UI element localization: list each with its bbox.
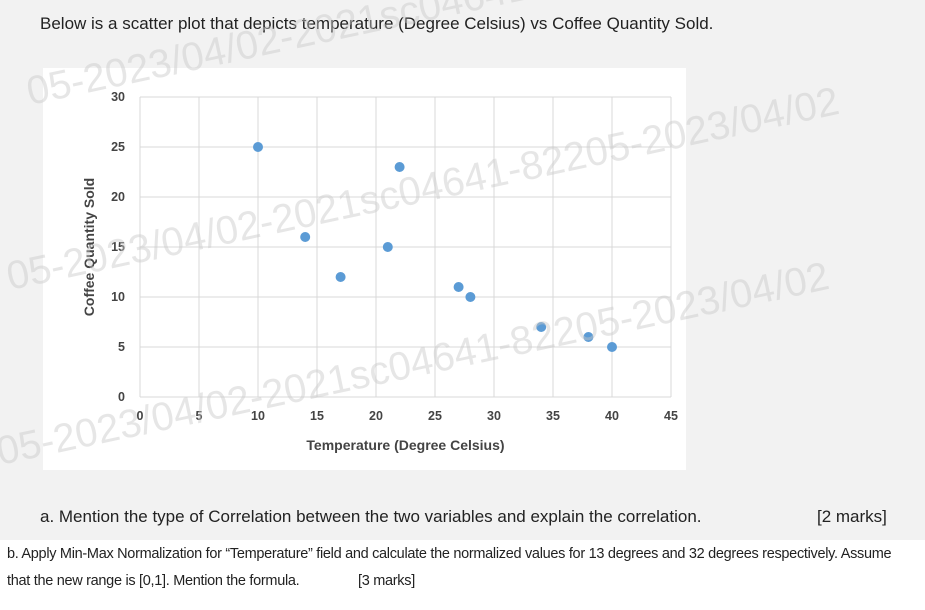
x-axis-title: Temperature (Degree Celsius)	[306, 437, 504, 453]
x-tick-label: 0	[137, 409, 144, 423]
x-tick-label: 10	[251, 409, 265, 423]
scatter-point	[253, 142, 263, 152]
x-tick-label: 5	[196, 409, 203, 423]
y-tick-label: 30	[111, 90, 125, 104]
question-b-line1: b. Apply Min-Max Normalization for “Temp…	[7, 546, 892, 562]
scatter-point	[607, 342, 617, 352]
x-tick-label: 35	[546, 409, 560, 423]
y-tick-label: 10	[111, 290, 125, 304]
scatter-chart: 0 5 10 15 20 25 30 0 5 10 15 20 25 30 35 40 45 Temperatur…	[43, 68, 686, 470]
scatter-point	[465, 292, 476, 302]
scatter-point	[583, 332, 594, 342]
scatter-point	[335, 272, 346, 282]
scatter-point	[300, 232, 311, 242]
x-tick-label: 45	[664, 409, 678, 423]
x-tick-label: 25	[428, 409, 442, 423]
scatter-chart-svg: 0 5 10 15 20 25 30 0 5 10 15 20 25 30 35 40 45 Temperatur…	[81, 90, 678, 453]
x-tick-label: 20	[369, 409, 383, 423]
y-tick-label: 5	[118, 340, 125, 354]
y-tick-label: 0	[118, 390, 125, 404]
y-tick-label: 15	[111, 240, 125, 254]
scatter-point	[453, 282, 464, 292]
question-panel: Below is a scatter plot that depicts tem…	[0, 0, 925, 540]
y-axis-title: Coffee Quantity Sold	[81, 178, 97, 316]
y-tick-label: 20	[111, 190, 125, 204]
question-a-text: a. Mention the type of Correlation betwe…	[40, 507, 702, 526]
x-tick-label: 40	[605, 409, 619, 423]
question-b-marks: [3 marks]	[358, 573, 415, 589]
x-tick-label: 30	[487, 409, 501, 423]
x-tick-label: 15	[310, 409, 324, 423]
scatter-point	[382, 242, 393, 252]
question-a-marks: [2 marks]	[817, 507, 887, 526]
scatter-point	[394, 162, 405, 172]
question-b: b. Apply Min-Max Normalization for “Temp…	[0, 540, 925, 610]
intro-text: Below is a scatter plot that depicts tem…	[40, 14, 714, 33]
scatter-point	[536, 322, 547, 332]
question-b-line2: that the new range is [0,1]. Mention the…	[7, 573, 300, 589]
y-tick-label: 25	[111, 140, 125, 154]
